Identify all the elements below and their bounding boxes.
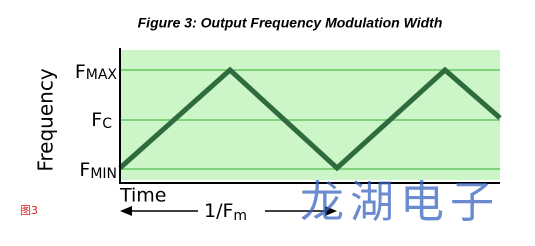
x-axis-label: Time bbox=[119, 185, 167, 207]
level-label: FC bbox=[91, 109, 112, 133]
arrow-head bbox=[325, 206, 337, 216]
figure-title: Figure 3: Output Frequency Modulation Wi… bbox=[138, 15, 443, 31]
triangle-wave bbox=[118, 66, 502, 172]
plot-area bbox=[120, 50, 500, 180]
level-label: FMIN bbox=[79, 159, 117, 183]
caption: 图3 bbox=[20, 204, 38, 217]
arrow-head bbox=[120, 206, 132, 216]
level-label: FMAX bbox=[75, 61, 118, 84]
watermark: 龙湖电子 bbox=[300, 177, 500, 228]
period-label: 1/Fm bbox=[204, 200, 247, 225]
y-axis-label: Frequency bbox=[34, 68, 58, 171]
